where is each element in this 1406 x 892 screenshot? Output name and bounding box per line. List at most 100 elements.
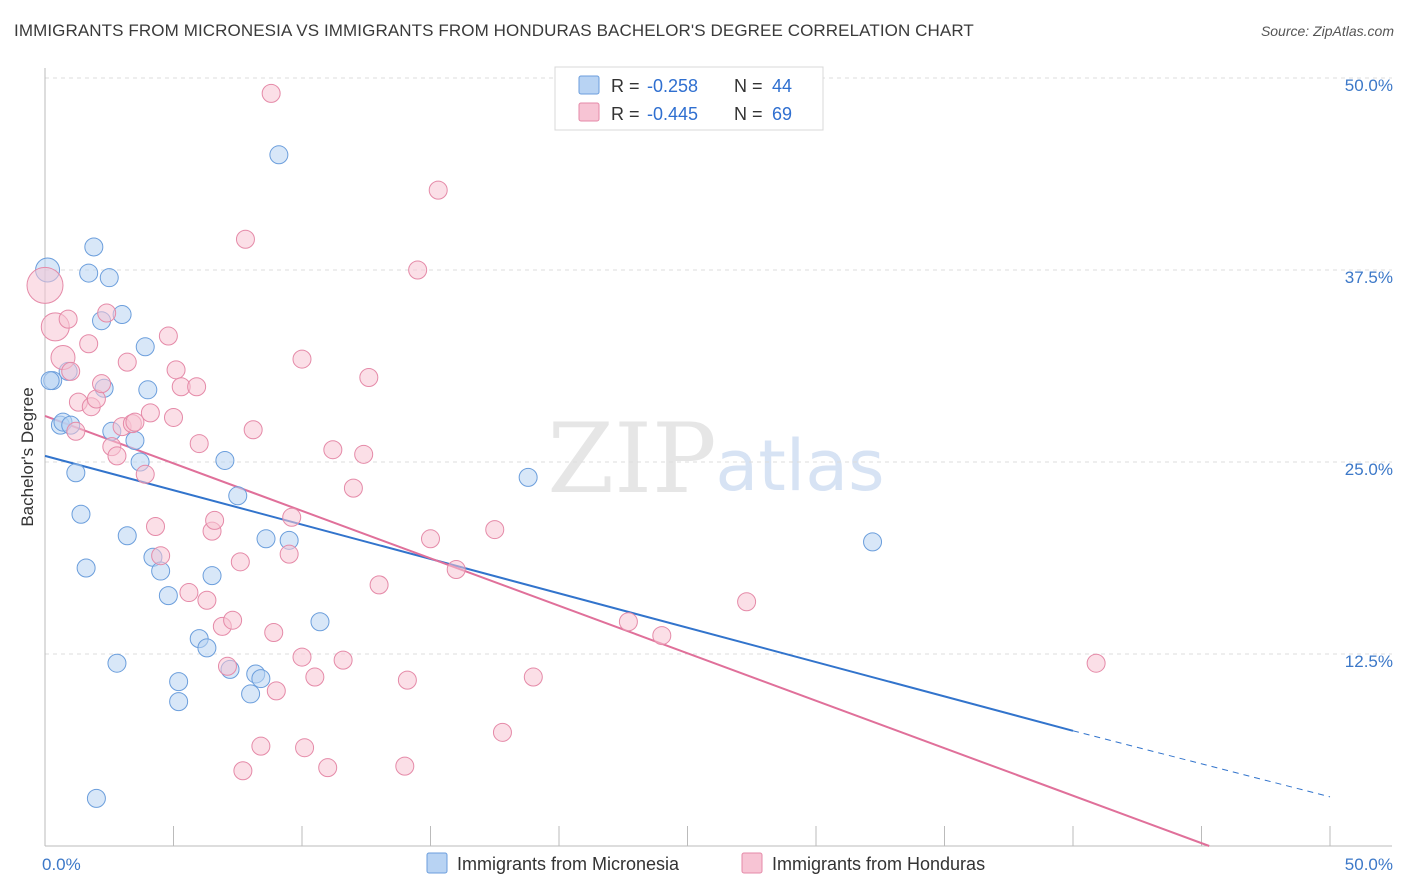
point-honduras bbox=[295, 738, 315, 758]
point-micronesia bbox=[169, 672, 189, 692]
bottom-legend-label-micronesia: Immigrants from Micronesia bbox=[457, 854, 680, 874]
point-micronesia bbox=[269, 145, 289, 165]
legend-r-value: -0.445 bbox=[647, 104, 698, 124]
point-honduras bbox=[251, 736, 271, 756]
point-micronesia bbox=[66, 463, 86, 483]
point-honduras bbox=[369, 575, 389, 595]
point-honduras bbox=[421, 529, 440, 549]
point-honduras bbox=[223, 610, 243, 630]
point-honduras bbox=[1086, 653, 1106, 673]
y-axis-label: Bachelor's Degree bbox=[18, 387, 37, 526]
point-micronesia bbox=[518, 467, 538, 487]
point-honduras bbox=[333, 650, 353, 670]
point-micronesia bbox=[228, 486, 248, 506]
point-honduras bbox=[318, 758, 338, 778]
x-tick-label: 0.0% bbox=[42, 855, 81, 874]
point-honduras bbox=[446, 560, 466, 580]
watermark-atlas: atlas bbox=[715, 425, 884, 507]
point-micronesia bbox=[197, 638, 217, 658]
point-micronesia bbox=[202, 566, 222, 586]
point-honduras bbox=[164, 407, 183, 427]
gridlines bbox=[45, 77, 1392, 655]
point-honduras bbox=[66, 421, 86, 441]
point-honduras bbox=[243, 420, 263, 440]
point-honduras bbox=[395, 756, 415, 776]
point-honduras bbox=[652, 626, 672, 646]
point-honduras bbox=[292, 647, 312, 667]
point-honduras bbox=[97, 303, 117, 323]
point-honduras bbox=[151, 546, 171, 566]
top-legend: R = -0.258 N = 44 R = -0.445 N = 69 bbox=[554, 66, 824, 131]
y-tick-label: 25.0% bbox=[1345, 460, 1393, 479]
legend-n-value: 44 bbox=[772, 76, 792, 96]
point-honduras bbox=[343, 478, 363, 498]
trend-line-micronesia bbox=[44, 454, 1074, 732]
y-tick-label: 50.0% bbox=[1345, 76, 1393, 95]
point-honduras bbox=[205, 510, 225, 530]
point-honduras bbox=[197, 590, 217, 610]
legend-r-value: -0.258 bbox=[647, 76, 698, 96]
data-points bbox=[26, 83, 1106, 808]
point-micronesia bbox=[125, 430, 145, 450]
point-honduras bbox=[235, 229, 255, 249]
point-honduras bbox=[266, 681, 286, 701]
point-honduras bbox=[189, 434, 209, 454]
y-tick-label: 12.5% bbox=[1345, 652, 1393, 671]
point-honduras bbox=[146, 517, 166, 537]
legend-n-label: N = bbox=[734, 76, 763, 96]
point-micronesia bbox=[310, 612, 330, 632]
bottom-legend-swatch-micronesia bbox=[426, 852, 448, 874]
point-honduras bbox=[354, 444, 374, 464]
axes bbox=[44, 68, 1392, 847]
point-honduras bbox=[26, 266, 64, 304]
point-honduras bbox=[135, 464, 155, 484]
point-micronesia bbox=[251, 669, 271, 689]
bottom-legend-label-honduras: Immigrants from Honduras bbox=[772, 854, 985, 874]
point-micronesia bbox=[79, 263, 99, 283]
point-honduras bbox=[230, 552, 250, 572]
point-honduras bbox=[264, 622, 284, 642]
point-micronesia bbox=[71, 504, 91, 524]
legend-swatch-honduras bbox=[578, 102, 600, 122]
y-tick-label: 37.5% bbox=[1345, 268, 1393, 287]
point-honduras bbox=[125, 412, 145, 432]
point-micronesia bbox=[84, 237, 104, 257]
tick-labels: 12.5% 25.0% 37.5% 50.0% 0.0% 50.0% bbox=[42, 76, 1393, 874]
legend-n-label: N = bbox=[734, 104, 763, 124]
point-honduras bbox=[305, 667, 325, 687]
point-micronesia bbox=[215, 450, 235, 470]
point-micronesia bbox=[117, 526, 137, 546]
point-honduras bbox=[187, 377, 207, 397]
point-micronesia bbox=[256, 529, 276, 549]
point-micronesia bbox=[158, 586, 178, 606]
point-honduras bbox=[492, 722, 512, 742]
point-micronesia bbox=[99, 268, 119, 288]
top-legend-box bbox=[554, 66, 824, 131]
point-honduras bbox=[261, 83, 281, 103]
source-label: Source: ZipAtlas.com bbox=[1260, 23, 1394, 39]
point-honduras bbox=[61, 361, 81, 381]
point-honduras bbox=[737, 592, 757, 612]
point-honduras bbox=[397, 670, 417, 690]
point-honduras bbox=[428, 180, 448, 200]
point-honduras bbox=[92, 374, 112, 394]
legend-r-label: R = bbox=[611, 76, 640, 96]
point-honduras bbox=[233, 761, 253, 781]
point-honduras bbox=[618, 612, 638, 632]
point-honduras bbox=[323, 440, 343, 460]
point-honduras bbox=[158, 326, 178, 346]
point-micronesia bbox=[135, 337, 155, 357]
x-tick-label: 50.0% bbox=[1345, 855, 1393, 874]
bottom-legend: Immigrants from Micronesia Immigrants fr… bbox=[426, 852, 985, 874]
chart-title: IMMIGRANTS FROM MICRONESIA VS IMMIGRANTS… bbox=[14, 21, 974, 40]
point-micronesia bbox=[86, 788, 106, 808]
point-honduras bbox=[140, 403, 160, 423]
point-honduras bbox=[166, 360, 186, 380]
point-micronesia bbox=[863, 532, 883, 552]
point-micronesia bbox=[138, 380, 158, 400]
point-honduras bbox=[279, 544, 299, 564]
point-honduras bbox=[107, 446, 127, 466]
point-honduras bbox=[217, 656, 237, 676]
watermark-zip: ZIP bbox=[547, 403, 716, 515]
